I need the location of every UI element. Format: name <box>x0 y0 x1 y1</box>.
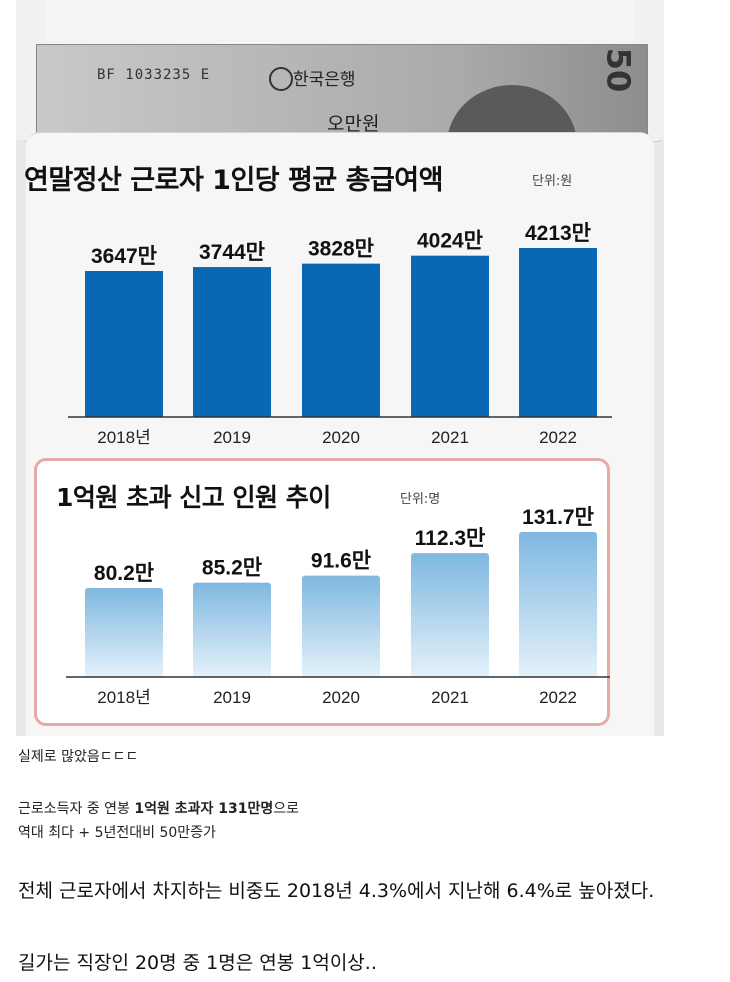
chart1-plot: 3647만 2018년 3744만 2019 3828만 2020 4024만 2021 421… <box>68 222 612 447</box>
chart1-data-label: 3828만 <box>308 238 374 261</box>
chart2-tick-label: 2018년 <box>97 688 150 707</box>
banknote-denomination-text: 오만원 <box>327 113 380 135</box>
post-line-2: 근로소득자 중 연봉 1억원 초과자 131만명으로 <box>18 798 299 818</box>
chart2-plot: 80.2만 2018년 85.2만 2019 91.6만 2020 112.3만 2021 13… <box>66 506 610 707</box>
chart2-data-label: 112.3만 <box>415 527 486 550</box>
chart1-tick-label: 2018년 <box>97 428 150 447</box>
chart2-bar <box>193 582 271 677</box>
chart2-data-label: 131.7만 <box>522 506 594 529</box>
chart2-tick-label: 2022 <box>539 688 577 707</box>
chart1-tick-label: 2020 <box>322 428 360 447</box>
chart1-title: 연말정산 근로자 1인당 평균 총급여액 <box>24 165 444 196</box>
post-line-3: 역대 최다 + 5년전대비 50만증가 <box>18 825 216 841</box>
chart1-tick-label: 2019 <box>213 428 251 447</box>
chart2-title: 1억원 초과 신고 인원 추이 <box>56 483 331 512</box>
chart2-unit: 단위:명 <box>400 492 441 507</box>
chart1-bar <box>302 263 380 417</box>
chart2-data-label: 85.2만 <box>202 557 262 580</box>
post-line-4: 전체 근로자에서 차지하는 비중도 2018년 4.3%에서 지난해 6.4%로… <box>18 880 655 902</box>
chart1-tick-label: 2021 <box>431 428 469 447</box>
chart2-bar <box>411 553 489 677</box>
chart2-bar <box>302 575 380 677</box>
chart1-data-label: 4213만 <box>525 222 591 245</box>
chart1-bar <box>411 255 489 417</box>
chart2-data-label: 91.6만 <box>311 550 371 573</box>
banknote-bank-name: 한국은행 <box>293 70 356 90</box>
chart1-bar <box>85 271 163 417</box>
banknote-serial: BF 1033235 E <box>97 67 211 83</box>
chart2-tick-label: 2021 <box>431 688 469 707</box>
post-line-5: 길가는 직장인 20명 중 1명은 연봉 1억이상.. <box>18 952 377 974</box>
bank-seal-icon <box>269 67 293 91</box>
chart2-bar <box>85 588 163 677</box>
chart1-data-label: 3647만 <box>91 245 157 268</box>
chart1-bar <box>193 267 271 417</box>
post-line-2-post: 으로 <box>273 801 300 817</box>
chart1-data-label: 4024만 <box>417 230 483 253</box>
post-line-1: 실제로 많았음ㄷㄷㄷ <box>18 749 139 765</box>
banknote: BF 1033235 E 한국은행 오만원 50 <box>36 44 648 205</box>
chart2-tick-label: 2019 <box>213 688 251 707</box>
banknote-denomination-number: 50 <box>599 47 638 93</box>
chart1-unit: 단위:원 <box>532 174 573 189</box>
chart2-bar <box>519 532 597 677</box>
post-line-2-bold: 1억원 초과자 131만명 <box>134 801 274 817</box>
chart1-tick-label: 2022 <box>539 428 577 447</box>
chart2-data-label: 80.2만 <box>94 562 154 585</box>
chart1-bar <box>519 248 597 417</box>
chart2-tick-label: 2020 <box>322 688 360 707</box>
chart1-data-label: 3744만 <box>199 241 265 264</box>
post-line-2-pre: 근로소득자 중 연봉 <box>18 801 135 817</box>
